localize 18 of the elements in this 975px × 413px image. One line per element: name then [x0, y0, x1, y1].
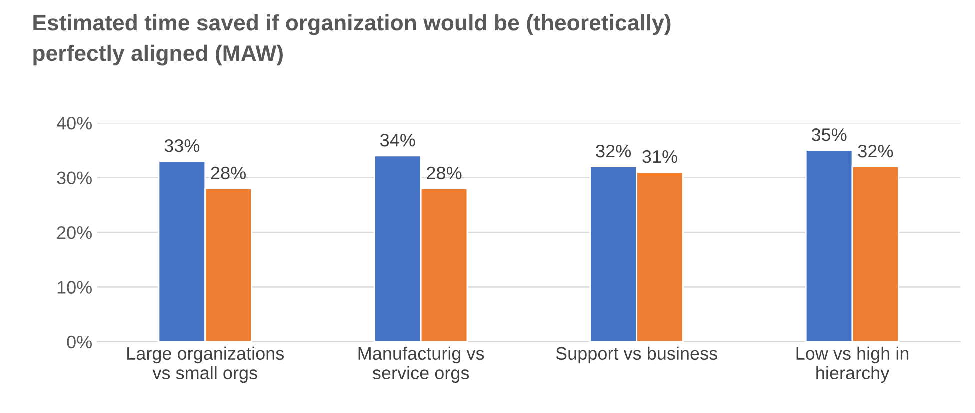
- x-tick-label: Low vs high in hierarchy: [796, 346, 909, 384]
- data-label: 32%: [596, 144, 632, 158]
- y-tick-label: 0%: [67, 336, 92, 349]
- y-tick-label: 40%: [56, 117, 92, 130]
- data-label: 33%: [164, 139, 200, 152]
- y-tick-label: 20%: [57, 226, 92, 240]
- data-label: 31%: [642, 150, 678, 164]
- y-tick-label: 10%: [58, 281, 92, 294]
- data-label: 34%: [380, 134, 416, 147]
- data-label: 32%: [858, 144, 894, 158]
- y-tick-label: 30%: [57, 172, 92, 185]
- x-tick-label: Large organizations vs small orgs: [128, 346, 284, 384]
- chart-title: Estimated time saved if organization would be (theoretically) perfectly aligned (MAW): [34, 14, 671, 66]
- data-label: 28%: [427, 166, 462, 180]
- x-tick-label: Support vs business: [556, 346, 718, 364]
- data-label: 35%: [812, 128, 847, 142]
- data-label: 28%: [211, 166, 246, 180]
- x-tick-label: Manufacturig vs service orgs: [358, 346, 484, 384]
